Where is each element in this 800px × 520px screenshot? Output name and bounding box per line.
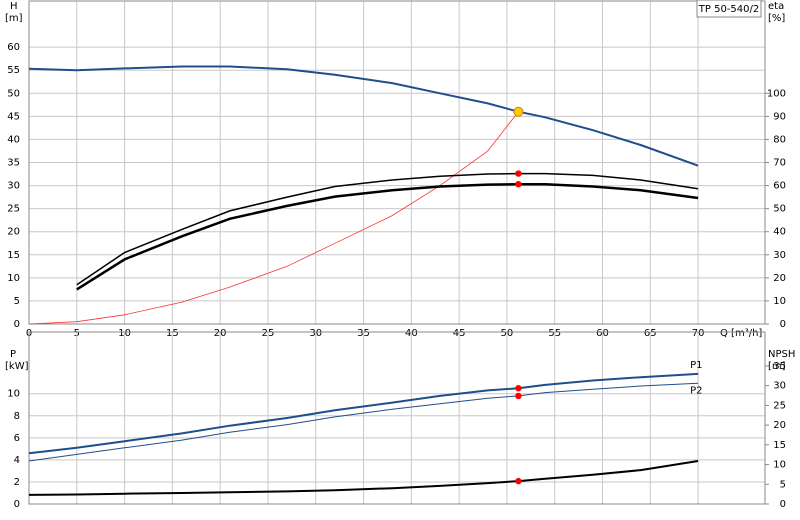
y2-tick-label: 5 — [780, 479, 786, 490]
curve — [28, 65, 699, 167]
y-tick-label: 60 — [7, 42, 20, 53]
y-tick-label: 30 — [7, 181, 20, 192]
y-axis-unit: [kW] — [5, 361, 29, 372]
y-tick-label: 25 — [7, 204, 20, 215]
operating-point — [515, 477, 522, 485]
y-axis-unit: [m] — [5, 13, 23, 24]
y-tick-label: 20 — [7, 227, 20, 238]
y2-tick-label: 10 — [773, 460, 786, 471]
operating-point — [515, 180, 522, 188]
y2-tick-label: 30 — [773, 250, 786, 261]
y-tick-label: 50 — [7, 88, 20, 99]
y2-axis-unit: [%] — [768, 13, 785, 24]
y2-tick-label: 80 — [773, 134, 786, 145]
curve — [28, 382, 699, 462]
y-tick-label: 10 — [7, 389, 20, 400]
curve — [28, 111, 519, 325]
y2-tick-label: 70 — [773, 158, 786, 169]
y-tick-label: 2 — [14, 477, 20, 488]
y2-tick-label: 0 — [780, 499, 786, 510]
y-tick-label: 40 — [7, 134, 20, 145]
y2-tick-label: 0 — [780, 319, 786, 330]
operating-point — [513, 106, 524, 117]
y-tick-label: 8 — [14, 411, 20, 422]
y2-axis-label: eta — [768, 1, 784, 12]
y2-tick-label: 100 — [767, 88, 786, 99]
curve — [76, 182, 699, 291]
plot-frame — [28, 0, 766, 325]
y-tick-label: 6 — [14, 433, 20, 444]
operating-point — [515, 170, 522, 177]
y-tick-label: 55 — [7, 65, 20, 76]
y2-tick-label: 35 — [773, 361, 786, 372]
y-tick-label: 45 — [7, 111, 20, 122]
y2-tick-label: 40 — [773, 227, 786, 238]
y2-axis-unit: [m] — [768, 361, 786, 372]
y2-tick-label: 20 — [773, 273, 786, 284]
y2-tick-label: 60 — [773, 181, 786, 192]
curve — [28, 460, 699, 496]
chart-title: TP 50-540/2 — [698, 4, 759, 15]
operating-point — [515, 385, 522, 392]
y2-axis-label: NPSH — [768, 349, 795, 360]
curve — [28, 372, 699, 455]
x-axis-label: Q [m³/h] — [720, 328, 762, 339]
operating-point — [515, 392, 522, 400]
curve — [76, 172, 699, 286]
y2-tick-label: 30 — [773, 381, 786, 392]
y-axis-label: P — [10, 349, 16, 360]
y-tick-label: 5 — [14, 296, 20, 307]
y-tick-label: 15 — [7, 250, 20, 261]
title-box — [696, 0, 762, 18]
y-tick-label: 0 — [14, 319, 20, 330]
plot-frame — [28, 331, 766, 505]
y2-tick-label: 25 — [773, 400, 786, 411]
series-label: P2 — [690, 385, 702, 396]
y-tick-label: 4 — [14, 455, 20, 466]
y2-tick-label: 15 — [773, 440, 786, 451]
y2-tick-label: 20 — [773, 420, 786, 431]
y-tick-label: 35 — [7, 158, 20, 169]
y-tick-label: 0 — [14, 499, 20, 510]
y2-tick-label: 50 — [773, 204, 786, 215]
y-axis-label: H — [10, 1, 18, 12]
y2-tick-label: 90 — [773, 111, 786, 122]
y2-tick-label: 10 — [773, 296, 786, 307]
series-label: P1 — [690, 360, 702, 371]
y-tick-label: 10 — [7, 273, 20, 284]
